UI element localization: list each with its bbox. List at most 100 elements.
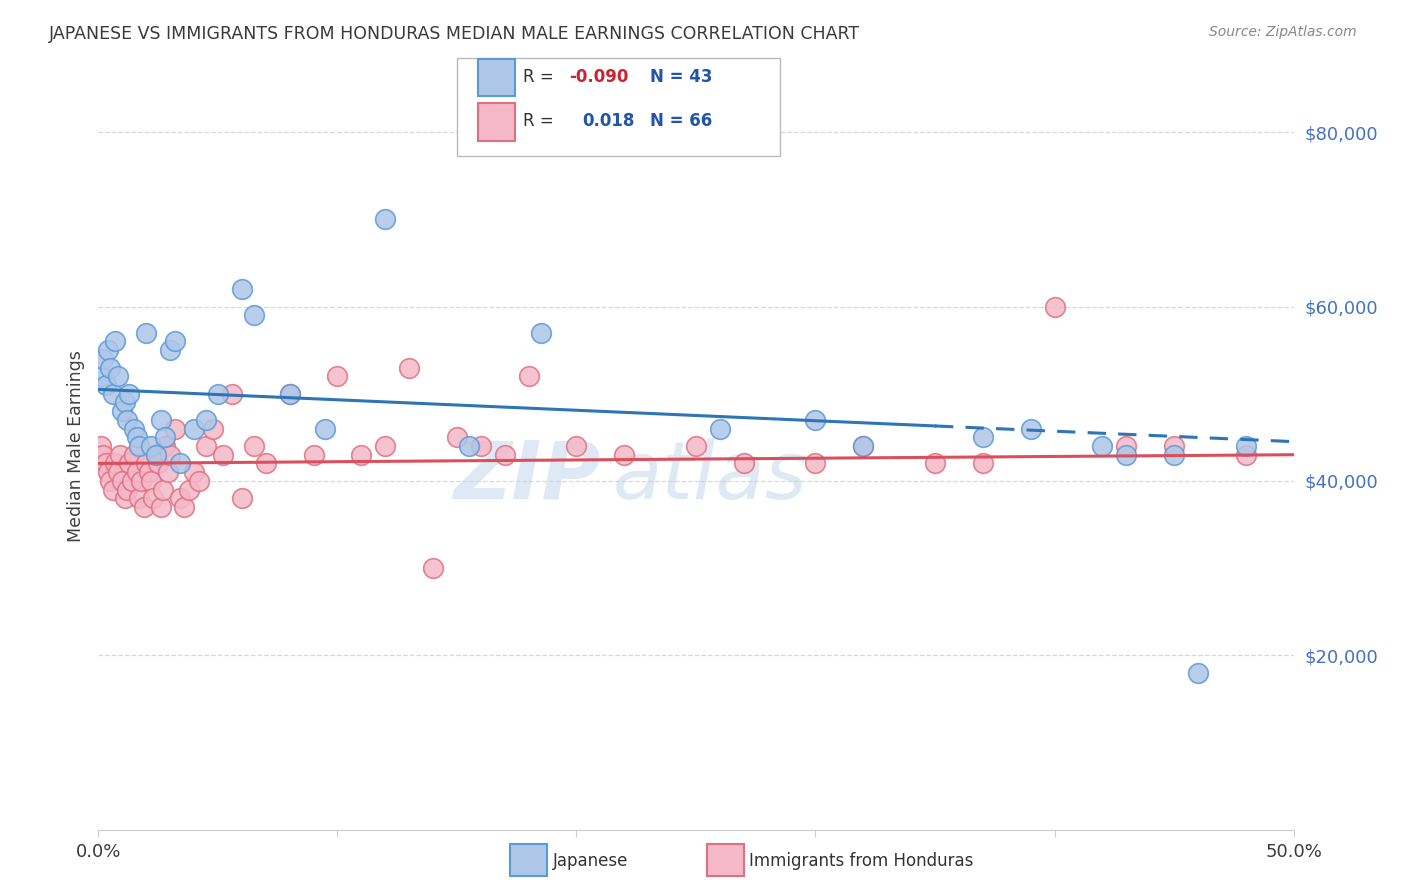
- Point: [613, 448, 636, 462]
- Point: [139, 474, 162, 488]
- Point: [125, 465, 148, 479]
- Point: [183, 421, 205, 435]
- Point: [179, 483, 201, 497]
- Point: [517, 369, 540, 384]
- Point: [155, 430, 177, 444]
- Point: [374, 212, 396, 227]
- Point: [145, 448, 167, 462]
- Point: [148, 457, 170, 471]
- Point: [972, 457, 994, 471]
- Y-axis label: Median Male Earnings: Median Male Earnings: [66, 350, 84, 542]
- Point: [852, 439, 875, 453]
- Point: [128, 439, 150, 453]
- Point: [90, 439, 112, 453]
- Point: [97, 343, 120, 358]
- Point: [135, 457, 157, 471]
- Point: [104, 457, 127, 471]
- Point: [243, 308, 266, 322]
- Point: [98, 474, 122, 488]
- Point: [94, 457, 117, 471]
- Point: [446, 430, 468, 444]
- Point: [1091, 439, 1114, 453]
- Point: [733, 457, 755, 471]
- Point: [187, 474, 209, 488]
- Point: [101, 386, 124, 401]
- Point: [231, 491, 253, 506]
- Point: [107, 465, 129, 479]
- Point: [111, 404, 134, 418]
- Point: [195, 413, 218, 427]
- Point: [98, 360, 122, 375]
- Point: [494, 448, 516, 462]
- Point: [1043, 300, 1066, 314]
- Point: [139, 439, 162, 453]
- Text: atlas: atlas: [613, 438, 807, 516]
- Point: [470, 439, 492, 453]
- Point: [142, 491, 165, 506]
- Point: [91, 351, 114, 366]
- Point: [1115, 439, 1137, 453]
- Point: [90, 369, 112, 384]
- Point: [118, 386, 141, 401]
- Point: [1234, 448, 1257, 462]
- Point: [278, 386, 301, 401]
- Text: R =: R =: [523, 112, 569, 130]
- Point: [121, 474, 143, 488]
- Point: [1163, 439, 1185, 453]
- Point: [145, 448, 167, 462]
- Point: [530, 326, 553, 340]
- Point: [152, 483, 174, 497]
- Point: [211, 448, 233, 462]
- Text: R =: R =: [523, 68, 560, 86]
- Point: [114, 395, 136, 409]
- Point: [924, 457, 946, 471]
- Point: [709, 421, 731, 435]
- Point: [398, 360, 420, 375]
- Point: [135, 326, 157, 340]
- Point: [1115, 448, 1137, 462]
- Point: [114, 491, 136, 506]
- Point: [163, 421, 186, 435]
- Point: [1019, 421, 1042, 435]
- Point: [1234, 439, 1257, 453]
- Point: [131, 474, 153, 488]
- Point: [804, 457, 827, 471]
- Point: [128, 491, 150, 506]
- Point: [91, 448, 114, 462]
- Point: [149, 413, 172, 427]
- Point: [231, 282, 253, 296]
- Point: [101, 483, 124, 497]
- Point: [138, 465, 160, 479]
- Point: [326, 369, 349, 384]
- Point: [1163, 448, 1185, 462]
- Text: N = 66: N = 66: [650, 112, 711, 130]
- Point: [195, 439, 218, 453]
- Point: [221, 386, 243, 401]
- Text: JAPANESE VS IMMIGRANTS FROM HONDURAS MEDIAN MALE EARNINGS CORRELATION CHART: JAPANESE VS IMMIGRANTS FROM HONDURAS MED…: [49, 25, 860, 43]
- Point: [169, 491, 191, 506]
- Point: [115, 483, 138, 497]
- Point: [183, 465, 205, 479]
- Point: [278, 386, 301, 401]
- Point: [118, 457, 141, 471]
- Point: [852, 439, 875, 453]
- Point: [149, 500, 172, 514]
- Point: [125, 430, 148, 444]
- Point: [207, 386, 229, 401]
- Point: [94, 378, 117, 392]
- Point: [350, 448, 373, 462]
- Point: [104, 334, 127, 349]
- Point: [124, 421, 146, 435]
- Point: [163, 334, 186, 349]
- Point: [169, 457, 191, 471]
- Point: [159, 448, 181, 462]
- Point: [132, 500, 155, 514]
- Point: [374, 439, 396, 453]
- Point: [202, 421, 225, 435]
- Text: ZIP: ZIP: [453, 438, 600, 516]
- Point: [1187, 665, 1209, 680]
- Point: [422, 561, 444, 575]
- Text: -0.090: -0.090: [569, 68, 628, 86]
- Point: [315, 421, 337, 435]
- Point: [565, 439, 588, 453]
